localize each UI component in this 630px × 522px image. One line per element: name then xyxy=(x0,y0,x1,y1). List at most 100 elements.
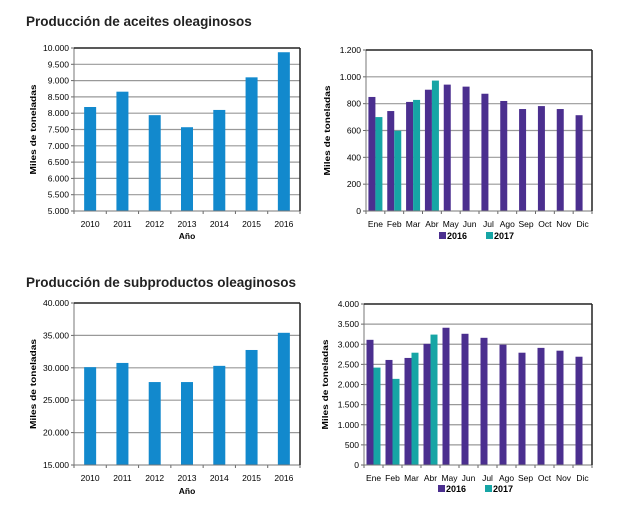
bar-2016-Ene xyxy=(368,96,376,211)
bar-2012 xyxy=(148,115,161,211)
bar-2012 xyxy=(148,382,161,465)
bar-2016-Abr xyxy=(423,343,431,465)
y-tick-label: 10.000 xyxy=(43,43,69,53)
bar-2011 xyxy=(116,362,129,465)
x-tick-label: Ene xyxy=(368,219,383,229)
legend-swatch-2016 xyxy=(439,232,446,239)
y-tick-label: 3.500 xyxy=(338,319,360,329)
bar-2017-Mar xyxy=(411,352,419,465)
x-tick-label: Abr xyxy=(424,473,437,483)
x-tick-label: Sep xyxy=(519,219,534,229)
bar-2016 xyxy=(277,332,290,465)
bar-2016-Jun xyxy=(462,86,470,211)
bar-2017-Abr xyxy=(431,80,439,211)
y-tick-label: 15.000 xyxy=(43,460,69,470)
x-tick-label: May xyxy=(443,219,460,229)
x-tick-label: 2015 xyxy=(242,473,261,483)
legend-label-2017: 2017 xyxy=(494,231,514,241)
bar-2015 xyxy=(245,77,258,211)
x-tick-label: Ago xyxy=(499,473,514,483)
x-axis-title: Año xyxy=(179,486,196,496)
bar-2010 xyxy=(84,367,97,465)
y-tick-label: 500 xyxy=(345,440,359,450)
legend-swatch-2017 xyxy=(485,485,492,492)
bar-2016-Nov xyxy=(556,350,564,465)
y-tick-label: 400 xyxy=(347,152,361,162)
x-tick-label: 2010 xyxy=(81,473,100,483)
x-tick-label: 2013 xyxy=(178,219,197,229)
y-tick-label: 1.200 xyxy=(340,45,362,55)
bar-2016-Nov xyxy=(556,109,564,211)
section-title-subproductos: Producción de subproductos oleaginosos xyxy=(26,275,297,290)
bar-2016 xyxy=(277,52,290,211)
y-tick-label: 8.000 xyxy=(48,108,70,118)
y-tick-label: 5.500 xyxy=(48,190,70,200)
legend-label-2016: 2016 xyxy=(447,231,467,241)
x-tick-label: May xyxy=(441,473,458,483)
legend-swatch-2016 xyxy=(438,485,445,492)
y-tick-label: 600 xyxy=(347,126,361,136)
bar-2017-Ene xyxy=(375,117,383,211)
x-tick-label: Mar xyxy=(404,473,419,483)
bar-2010 xyxy=(84,107,97,211)
x-tick-label: Oct xyxy=(538,219,552,229)
y-axis-title: Miles de toneladas xyxy=(320,339,330,429)
y-tick-label: 0 xyxy=(356,206,361,216)
y-tick-label: 20.000 xyxy=(43,428,69,438)
y-axis-title: Miles de toneladas xyxy=(28,84,38,174)
y-tick-label: 35.000 xyxy=(43,330,69,340)
x-tick-label: 2011 xyxy=(113,219,132,229)
bar-2015 xyxy=(245,349,258,465)
bar-2017-Ene xyxy=(373,367,381,465)
x-tick-label: Jun xyxy=(463,219,477,229)
bar-2016-Abr xyxy=(424,89,432,211)
bar-2014 xyxy=(213,365,226,465)
x-tick-label: Nov xyxy=(556,219,572,229)
y-tick-label: 8.500 xyxy=(48,92,70,102)
legend-label-2016: 2016 xyxy=(446,484,466,494)
y-tick-label: 40.000 xyxy=(43,298,69,308)
x-tick-label: 2011 xyxy=(113,473,132,483)
bar-2016-May xyxy=(442,327,450,465)
bar-2013 xyxy=(181,382,193,465)
section-title-aceites: Producción de aceites oleaginosos xyxy=(26,14,252,29)
bar-2016-Ago xyxy=(499,344,507,465)
y-tick-label: 6.500 xyxy=(48,157,70,167)
bar-2016-Feb xyxy=(385,359,393,465)
y-tick-label: 5.000 xyxy=(48,206,70,216)
x-tick-label: Mar xyxy=(406,219,421,229)
y-tick-label: 7.000 xyxy=(48,141,70,151)
y-tick-label: 30.000 xyxy=(43,363,69,373)
x-tick-label: Ene xyxy=(366,473,381,483)
bar-2016-Sep xyxy=(519,109,527,211)
x-tick-label: 2010 xyxy=(81,219,100,229)
bar-2017-Abr xyxy=(430,334,438,465)
y-tick-label: 0 xyxy=(354,460,359,470)
bar-2016-Dic xyxy=(575,356,583,465)
x-tick-label: Jul xyxy=(483,219,494,229)
x-tick-label: 2012 xyxy=(145,219,164,229)
y-tick-label: 25.000 xyxy=(43,395,69,405)
x-tick-label: Sep xyxy=(518,473,533,483)
bar-2016-May xyxy=(443,84,451,211)
bar-2016-Dic xyxy=(575,115,583,211)
bar-2016-Jul xyxy=(480,337,488,465)
y-axis-title: Miles de toneladas xyxy=(322,85,332,175)
x-tick-label: Jul xyxy=(482,473,493,483)
x-tick-label: 2013 xyxy=(178,473,197,483)
bar-2016-Jul xyxy=(481,93,489,211)
x-tick-label: 2014 xyxy=(210,219,229,229)
bar-2017-Feb xyxy=(392,378,400,465)
x-tick-label: Oct xyxy=(538,473,552,483)
x-axis-title: Año xyxy=(179,231,196,241)
y-tick-label: 2.500 xyxy=(338,359,360,369)
bar-2013 xyxy=(181,127,193,211)
x-tick-label: Abr xyxy=(425,219,438,229)
y-tick-label: 200 xyxy=(347,179,361,189)
bar-2016-Mar xyxy=(406,101,414,211)
y-tick-label: 3.000 xyxy=(338,339,360,349)
